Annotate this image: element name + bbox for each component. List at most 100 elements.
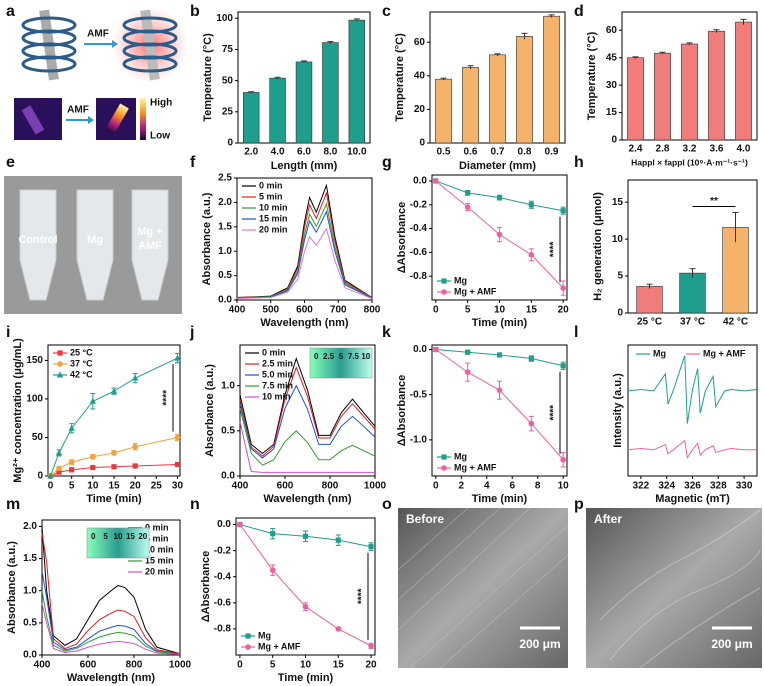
tube-label: Control bbox=[18, 234, 57, 246]
panel-label: f bbox=[190, 154, 196, 171]
x-axis-label: Time (min) bbox=[86, 493, 142, 505]
marker bbox=[302, 603, 309, 610]
marker bbox=[441, 454, 447, 460]
plot-frame bbox=[431, 344, 568, 477]
x-tick-label: 400 bbox=[34, 660, 51, 671]
marker bbox=[465, 349, 471, 355]
x-tick-label: 0.7 bbox=[491, 147, 505, 158]
arrow-label: AMF bbox=[67, 105, 89, 116]
y-tick-label: 1.0 bbox=[23, 585, 37, 596]
error-bar bbox=[494, 53, 501, 56]
y-tick-label: 60 bbox=[414, 37, 426, 48]
plot-frame bbox=[239, 344, 376, 477]
marker bbox=[433, 178, 439, 184]
y-tick-label: -0.6 bbox=[410, 247, 428, 258]
y-tick-label: -0.4 bbox=[214, 571, 232, 582]
y-tick-label: 40 bbox=[414, 70, 426, 81]
series-line bbox=[239, 356, 376, 455]
y-tick-label: -0.2 bbox=[410, 199, 428, 210]
x-tick-label: 600 bbox=[80, 660, 97, 671]
y-tick-label: -0.4 bbox=[410, 223, 428, 234]
y-tick-label: 10 bbox=[612, 234, 624, 245]
bar bbox=[435, 78, 452, 144]
colorbar-high: High bbox=[150, 98, 172, 109]
y-tick-label: 1.5 bbox=[218, 221, 232, 232]
y-axis-label: ΔAbsorbance bbox=[200, 551, 212, 622]
y-tick-label: 60 bbox=[606, 25, 618, 36]
marker bbox=[496, 195, 503, 201]
legend-label: 0 min bbox=[262, 347, 286, 357]
x-axis-label: Wavelength (nm) bbox=[263, 493, 352, 505]
x-tick-label: 2.8 bbox=[656, 144, 670, 155]
y-tick-label: 150 bbox=[26, 355, 43, 366]
x-tick-label: 0.6 bbox=[464, 147, 478, 158]
legend-label: 10 min bbox=[262, 391, 291, 401]
sem-texture bbox=[397, 507, 569, 669]
marker bbox=[464, 204, 471, 210]
y-axis-label: H₂ generation (μmol) bbox=[592, 192, 604, 301]
x-axis-label: Wavelength (nm) bbox=[67, 672, 156, 684]
tube-label: Mg + bbox=[137, 226, 162, 238]
x-tick-label: 15 bbox=[526, 305, 538, 316]
marker bbox=[560, 363, 566, 369]
panel-label: b bbox=[190, 3, 200, 20]
legend-label: 5 min bbox=[145, 533, 169, 543]
marker bbox=[528, 355, 534, 362]
y-tick-label: 0.0 bbox=[221, 471, 235, 482]
panel-e: e Control Mg Mg + AMF bbox=[4, 154, 182, 314]
x-tick-label: 10 bbox=[494, 305, 506, 316]
panel-o: o Before 200 μm bbox=[382, 496, 569, 669]
error-bar bbox=[713, 29, 720, 33]
thermal-sample bbox=[105, 103, 129, 135]
significance-label: **** bbox=[357, 588, 368, 604]
x-tick-label: 800 bbox=[126, 660, 143, 671]
series-line bbox=[41, 590, 181, 655]
plot-frame bbox=[41, 519, 181, 656]
legend-label: Mg bbox=[653, 348, 666, 358]
sem-label: Before bbox=[406, 512, 444, 526]
bar bbox=[516, 36, 533, 144]
legend-label: 42 °C bbox=[70, 369, 93, 379]
marker bbox=[90, 464, 96, 471]
marker bbox=[528, 202, 534, 208]
x-tick-label: 5 bbox=[69, 481, 75, 492]
y-axis-label: Intensity (a.u.) bbox=[612, 373, 624, 448]
y-tick-label: 0.0 bbox=[413, 344, 427, 355]
panel-a: a AMF AMF High Low bbox=[6, 3, 188, 142]
x-tick-label: 4.0 bbox=[271, 147, 285, 158]
arrow-label: AMF bbox=[87, 29, 109, 40]
y-tick-label: -0.8 bbox=[410, 271, 428, 282]
series-line bbox=[627, 355, 758, 424]
marker bbox=[560, 285, 566, 291]
x-tick-label: 0.8 bbox=[518, 147, 532, 158]
y-tick-label: -0.5 bbox=[410, 389, 428, 400]
x-axis-label: Diameter (mm) bbox=[459, 160, 536, 172]
y-axis-label: Absorbance (a.u.) bbox=[204, 364, 216, 457]
x-tick-label: 400 bbox=[229, 305, 246, 316]
legend-label: 20 min bbox=[145, 566, 174, 576]
error-bar bbox=[440, 77, 447, 81]
panel-label: p bbox=[574, 496, 584, 513]
y-axis-label: Absorbance (a.u.) bbox=[6, 541, 18, 634]
marker bbox=[560, 208, 566, 214]
marker bbox=[441, 278, 447, 284]
inset-label: 5 bbox=[103, 532, 108, 541]
tubes bbox=[19, 189, 169, 301]
marker bbox=[528, 420, 535, 427]
bar bbox=[681, 43, 698, 141]
plot-frame bbox=[627, 344, 758, 477]
significance-label: **** bbox=[162, 390, 173, 406]
bar bbox=[462, 67, 479, 144]
series-line bbox=[239, 408, 376, 466]
x-tick-label: 322 bbox=[633, 481, 650, 492]
x-tick-label: 10.0 bbox=[347, 147, 367, 158]
y-tick-label: 100 bbox=[26, 394, 43, 405]
x-tick-label: 8.0 bbox=[323, 147, 337, 158]
x-tick-label: 2.0 bbox=[244, 147, 258, 158]
x-tick-label: 600 bbox=[277, 481, 294, 492]
y-tick-label: 0.5 bbox=[23, 617, 37, 628]
legend-label: 15 min bbox=[145, 555, 174, 565]
inset-label: 15 bbox=[126, 532, 135, 541]
y-axis-label: Mg²⁺ concentration (μg/mL) bbox=[12, 338, 24, 483]
x-tick-label: 4 bbox=[484, 481, 490, 492]
